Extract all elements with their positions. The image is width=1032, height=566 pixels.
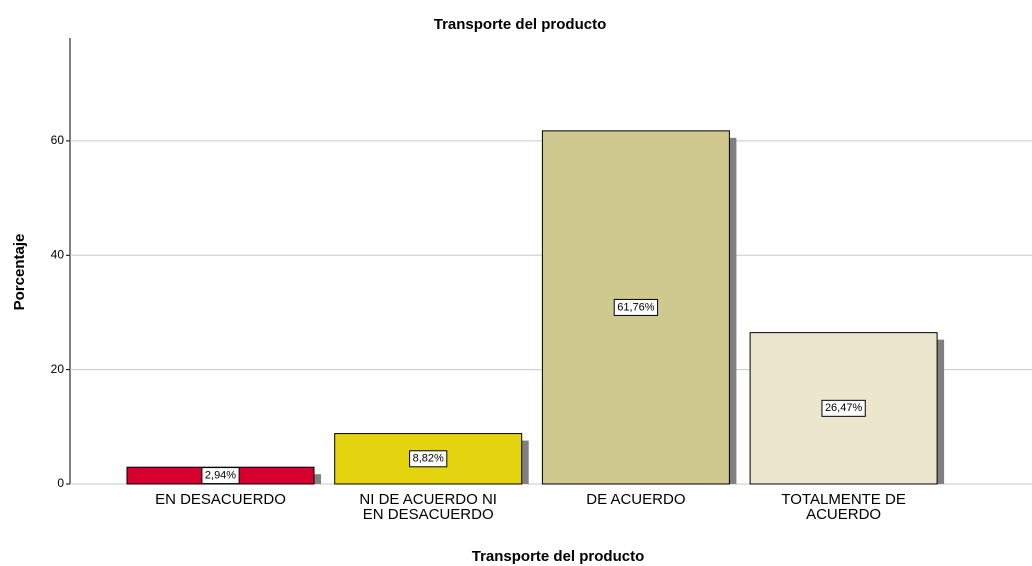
y-tick-label: 0	[57, 476, 64, 490]
chart-title: Transporte del producto	[434, 16, 607, 33]
value-label: 8,82%	[413, 453, 444, 465]
y-tick-label: 40	[51, 247, 65, 261]
value-label: 2,94%	[205, 470, 236, 482]
value-label-box	[201, 467, 240, 485]
value-label: 26,47%	[825, 402, 863, 414]
value-label: 61,76%	[617, 301, 655, 313]
x-tick-label: DE ACUERDO	[586, 491, 685, 508]
value-label-box	[409, 450, 448, 468]
value-label-box	[821, 399, 866, 417]
x-axis-title: Transporte del producto	[472, 548, 645, 565]
x-tick-label: TOTALMENTE DE ACUERDO	[781, 491, 905, 523]
x-tick-label: EN DESACUERDO	[155, 491, 286, 508]
value-label-box	[613, 298, 659, 316]
x-tick-label: NI DE ACUERDO NI EN DESACUERDO	[359, 491, 497, 523]
y-tick-label: 60	[51, 133, 65, 147]
y-tick-label: 20	[51, 362, 65, 376]
y-axis-title: Porcentaje	[11, 234, 28, 311]
